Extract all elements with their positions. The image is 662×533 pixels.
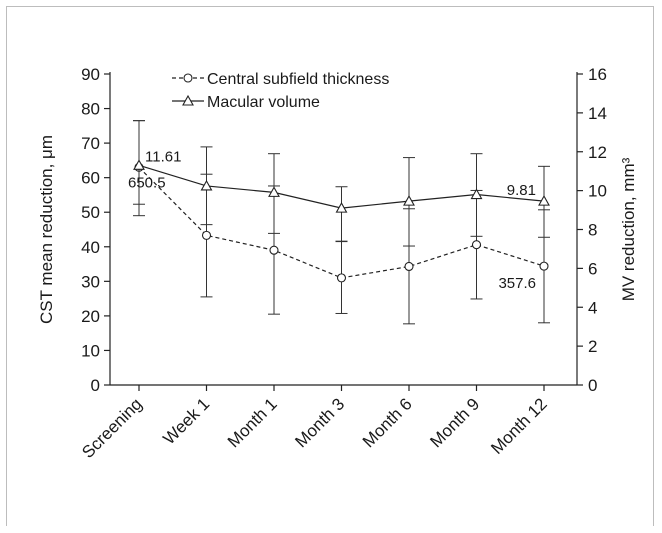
mv-point [470, 188, 483, 200]
right-tick-label: 14 [588, 104, 607, 123]
mv-point [133, 159, 145, 170]
left-tick-label: 70 [81, 134, 100, 153]
cst-point [269, 245, 279, 255]
legend-label: Central subfield thickness [207, 71, 389, 88]
data-label: 11.61 [145, 148, 181, 165]
right-tick-label: 2 [588, 337, 597, 356]
x-tick-label: Week 1 [159, 394, 213, 448]
left-tick-label: 90 [81, 65, 100, 84]
right-tick-label: 6 [588, 259, 597, 278]
right-tick-label: 0 [588, 376, 597, 395]
figure-frame [6, 6, 654, 526]
mv-point [538, 194, 550, 206]
legend-triangle-marker [182, 94, 194, 106]
left-tick-label: 10 [81, 341, 100, 360]
data-label: 650.5 [128, 174, 166, 191]
left-tick-label: 80 [81, 100, 100, 119]
cst-point [336, 273, 347, 283]
x-tick-label: Month 6 [359, 394, 416, 451]
left-tick-label: 50 [81, 203, 100, 222]
legend-label: Macular volume [207, 94, 320, 111]
mv-point [200, 179, 213, 191]
cst-point [539, 261, 549, 271]
x-tick-label: Month 3 [291, 394, 348, 451]
left-tick-label: 20 [81, 307, 100, 326]
left-tick-label: 0 [91, 376, 100, 395]
left-axis-title: CST mean reduction, μm [37, 135, 56, 324]
left-tick-label: 40 [81, 238, 100, 257]
mv-point [335, 201, 348, 213]
cst-point [201, 230, 212, 240]
right-tick-label: 10 [588, 182, 607, 201]
right-tick-label: 4 [588, 298, 597, 317]
right-tick-label: 16 [588, 65, 607, 84]
cst-point [404, 261, 414, 272]
right-tick-label: 8 [588, 221, 597, 240]
x-tick-label: Month 12 [487, 394, 551, 458]
cst-point [471, 240, 482, 250]
mv-point [268, 186, 280, 197]
right-axis-title: MV reduction, mm³ [619, 157, 638, 301]
legend-circle-marker [183, 73, 193, 83]
data-label: 357.6 [498, 275, 536, 292]
left-tick-label: 60 [81, 169, 100, 188]
x-tick-label: Screening [78, 394, 146, 462]
x-tick-label: Month 1 [224, 394, 281, 451]
left-tick-label: 30 [81, 272, 100, 291]
mv-point [403, 194, 415, 206]
right-tick-label: 12 [588, 143, 607, 162]
data-label: 9.81 [507, 182, 536, 199]
x-tick-label: Month 9 [426, 394, 483, 451]
